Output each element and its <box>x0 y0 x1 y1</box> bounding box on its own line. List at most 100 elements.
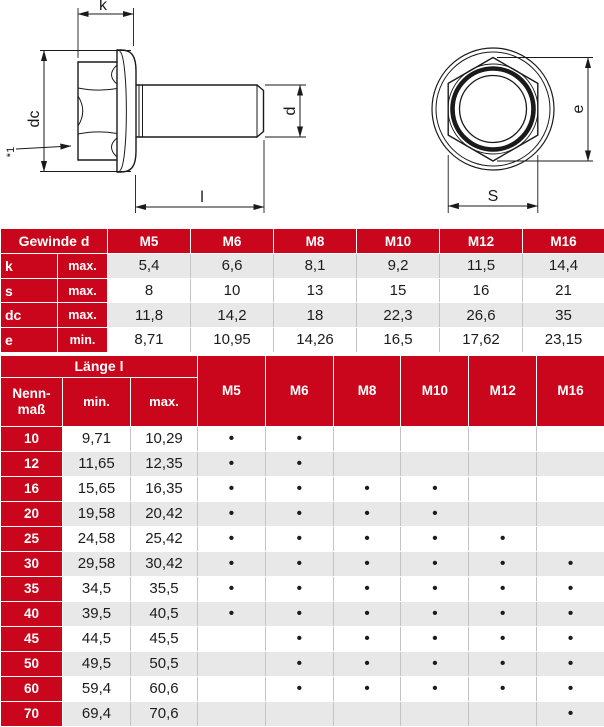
length-min: 59,4 <box>63 676 131 701</box>
availability-m8: • <box>333 501 401 526</box>
length-max: 35,5 <box>131 576 198 601</box>
availability-m6: • <box>265 651 333 676</box>
length-min: 15,65 <box>63 476 131 501</box>
length-max: 40,5 <box>131 601 198 626</box>
dimension-row-qualifier: max. <box>58 278 108 303</box>
availability-m10: • <box>401 626 469 651</box>
availability-m5 <box>198 626 266 651</box>
len-col-header-m10: M10 <box>401 355 469 426</box>
bolt-front-view: e S <box>432 48 593 213</box>
dimension-value-m10: 9,2 <box>357 254 440 279</box>
availability-m16 <box>537 451 604 476</box>
dim-l: l <box>136 140 265 213</box>
availability-m12 <box>469 451 537 476</box>
availability-m10 <box>401 701 469 726</box>
dimension-value-m5: 8,71 <box>108 328 191 353</box>
dimension-row-label: s <box>1 278 58 303</box>
availability-m8: • <box>333 651 401 676</box>
min-header: min. <box>63 377 131 426</box>
dimension-row-label: dc <box>1 303 58 328</box>
availability-m5: • <box>198 526 266 551</box>
lengths-header-row-1: Länge l M5 M6 M8 M10 M12 M16 <box>1 355 604 377</box>
nominal-size-header: Nenn- maß <box>1 377 63 426</box>
availability-m5: • <box>198 576 266 601</box>
nominal-size: 30 <box>1 551 63 576</box>
length-min: 39,5 <box>63 601 131 626</box>
nominal-size: 35 <box>1 576 63 601</box>
availability-m16: • <box>537 676 604 701</box>
availability-m12 <box>469 426 537 451</box>
length-min: 24,58 <box>63 526 131 551</box>
dimension-value-m16: 21 <box>523 278 604 303</box>
nominal-size: 60 <box>1 676 63 701</box>
shank-outline <box>136 85 257 137</box>
dim-col-header-m16: M16 <box>523 229 604 254</box>
availability-m5: • <box>198 451 266 476</box>
availability-m12: • <box>469 551 537 576</box>
availability-m8: • <box>333 526 401 551</box>
availability-m10: • <box>401 676 469 701</box>
dimension-value-m6: 10 <box>191 278 274 303</box>
availability-m16: • <box>537 576 604 601</box>
dimensions-corner-header: Gewinde d <box>1 229 108 254</box>
dim-col-header-m10: M10 <box>357 229 440 254</box>
availability-m6: • <box>265 676 333 701</box>
len-col-header-m5: M5 <box>198 355 266 426</box>
bolt-side-view: k dc d l <box>5 0 306 213</box>
availability-m16 <box>537 501 604 526</box>
length-min: 19,58 <box>63 501 131 526</box>
availability-m8: • <box>333 551 401 576</box>
dimension-value-m16: 23,15 <box>523 328 604 353</box>
length-min: 44,5 <box>63 626 131 651</box>
nominal-size: 45 <box>1 626 63 651</box>
length-max: 20,42 <box>131 501 198 526</box>
availability-m16 <box>537 426 604 451</box>
length-min: 69,4 <box>63 701 131 726</box>
availability-m10 <box>401 426 469 451</box>
nominal-size: 25 <box>1 526 63 551</box>
dimension-value-m12: 16 <box>440 278 523 303</box>
footnote-marker: *1 <box>5 146 71 157</box>
availability-m16: • <box>537 551 604 576</box>
availability-m5: • <box>198 476 266 501</box>
lengths-table: Länge l M5 M6 M8 M10 M12 M16 Nenn- maß m… <box>0 355 604 727</box>
dimension-value-m12: 26,6 <box>440 303 523 328</box>
availability-m8 <box>333 701 401 726</box>
dimension-value-m16: 14,4 <box>523 254 604 279</box>
dimension-value-m16: 35 <box>523 303 604 328</box>
availability-m12: • <box>469 676 537 701</box>
footnote-label: *1 <box>5 147 17 157</box>
availability-m5 <box>198 651 266 676</box>
dim-label-l: l <box>200 189 204 206</box>
availability-m16: • <box>537 701 604 726</box>
len-col-header-m6: M6 <box>265 355 333 426</box>
length-max: 12,35 <box>131 451 198 476</box>
availability-m10: • <box>401 651 469 676</box>
dimension-row-qualifier: max. <box>58 254 108 279</box>
dimension-value-m6: 14,2 <box>191 303 274 328</box>
dimension-value-m5: 11,8 <box>108 303 191 328</box>
availability-m12: • <box>469 576 537 601</box>
availability-m12 <box>469 476 537 501</box>
availability-m10: • <box>401 501 469 526</box>
availability-m12 <box>469 701 537 726</box>
availability-m5: • <box>198 601 266 626</box>
availability-m12: • <box>469 651 537 676</box>
availability-m10: • <box>401 476 469 501</box>
length-min: 49,5 <box>63 651 131 676</box>
availability-m8 <box>333 451 401 476</box>
availability-m6: • <box>265 576 333 601</box>
nominal-size: 10 <box>1 426 63 451</box>
dimension-value-m12: 11,5 <box>440 254 523 279</box>
availability-m10: • <box>401 576 469 601</box>
length-max: 50,5 <box>131 651 198 676</box>
